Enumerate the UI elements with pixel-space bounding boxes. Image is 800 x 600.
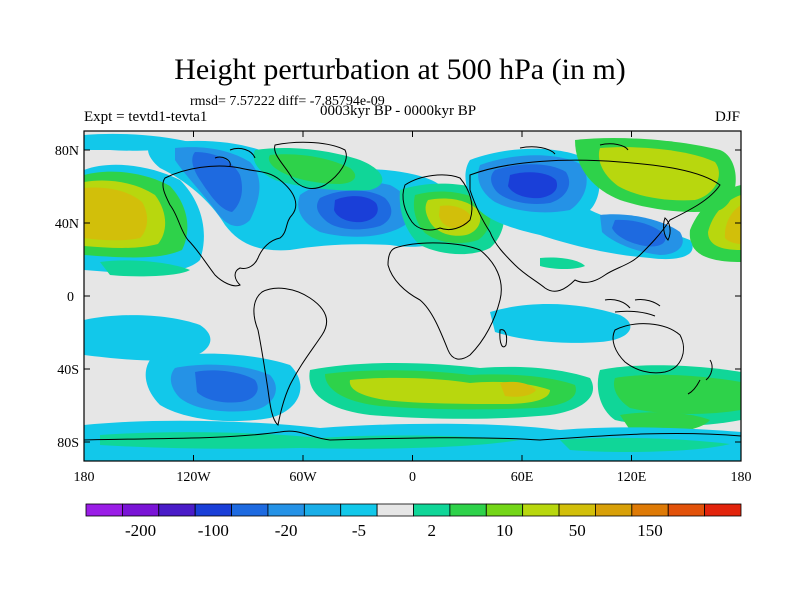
- x-tick-label: 60E: [511, 470, 534, 485]
- y-axis: [84, 149, 741, 443]
- colorbar-swatch: [631, 503, 669, 517]
- coastline-madagascar: [499, 329, 508, 348]
- coastline-africa: [387, 242, 502, 360]
- colorbar-swatch: [303, 503, 342, 517]
- coastline-south-america: [253, 287, 328, 426]
- y-tick-label: 80S: [57, 436, 79, 451]
- colorbar-swatch: [558, 503, 596, 517]
- colorbar-swatch: [85, 503, 123, 517]
- colorbar: [85, 503, 742, 517]
- contour-region: [598, 147, 719, 201]
- period-label: 0003kyr BP - 0000kyr BP: [320, 103, 477, 119]
- coastline-europe: [402, 174, 473, 231]
- x-tick-label: 0: [409, 470, 416, 485]
- contour-fill-layer: [84, 133, 741, 461]
- colorbar-label: 150: [637, 521, 663, 540]
- contour-region: [560, 437, 730, 452]
- x-axis: [83, 131, 742, 461]
- colorbar-label: -100: [198, 521, 229, 540]
- coastline-layer: [84, 141, 741, 441]
- page-title: Height perturbation at 500 hPa (in m): [174, 53, 626, 86]
- contour-region: [100, 260, 190, 277]
- contour-region: [195, 370, 258, 403]
- colorbar-label: -20: [275, 521, 298, 540]
- experiment-label: Expt = tevtd1-tevta1: [84, 109, 208, 125]
- contour-region: [349, 377, 550, 404]
- contour-region: [84, 315, 211, 361]
- season-label: DJF: [714, 109, 740, 125]
- contour-region: [490, 304, 631, 343]
- colorbar-swatch: [485, 503, 524, 517]
- x-tick-label: 180: [731, 470, 752, 485]
- contour-region: [334, 196, 378, 223]
- contour-region: [84, 187, 148, 241]
- contour-region: [268, 154, 356, 184]
- y-tick-label: 40S: [57, 363, 79, 378]
- contour-region: [612, 219, 666, 247]
- contour-region: [100, 432, 520, 449]
- contour-region: [540, 257, 585, 269]
- colorbar-label: -200: [125, 521, 156, 540]
- coastline-north-america: [162, 165, 297, 287]
- x-tick-label: 120W: [176, 470, 211, 485]
- coastline-australia: [612, 323, 684, 374]
- colorbar-swatch: [595, 503, 633, 517]
- contour-region: [724, 205, 741, 244]
- coastline-antarctica: [84, 430, 741, 441]
- y-tick-label: 40N: [55, 217, 79, 232]
- colorbar-label: 50: [569, 521, 586, 540]
- contour-region: [500, 381, 536, 397]
- colorbar-swatch: [413, 503, 451, 517]
- x-tick-label: 120E: [617, 470, 647, 485]
- colorbar-swatch: [121, 503, 160, 517]
- coastline-asia: [469, 159, 721, 292]
- colorbar-swatch: [194, 503, 232, 517]
- statistics-label: rmsd= 7.57222 diff= -7.85794e-09: [190, 94, 385, 109]
- colorbar-swatch: [522, 503, 560, 517]
- colorbar-swatch: [340, 503, 378, 517]
- colorbar-swatch: [231, 503, 269, 517]
- y-tick-label: 0: [67, 290, 74, 305]
- y-tick-label: 80N: [55, 144, 79, 159]
- colorbar-swatch: [376, 503, 414, 517]
- contour-region: [439, 205, 471, 228]
- coastline-indonesia: [604, 299, 661, 317]
- coastline-new-zealand: [687, 359, 713, 395]
- colorbar-label: 10: [496, 521, 513, 540]
- coastline-japan: [663, 217, 671, 241]
- colorbar-label: 2: [427, 521, 436, 540]
- coastline-greenland: [274, 141, 347, 189]
- contour-region: [84, 133, 190, 151]
- contour-region: [508, 172, 558, 199]
- colorbar-labels: -200 -100 -20 -5 2 10 50 150: [125, 521, 663, 540]
- colorbar-label: -5: [352, 521, 366, 540]
- coastline-arctic-islands: [214, 143, 629, 167]
- colorbar-swatch: [667, 503, 706, 517]
- x-tick-label: 180: [74, 470, 95, 485]
- colorbar-swatch: [158, 503, 196, 517]
- colorbar-swatch: [449, 503, 487, 517]
- colorbar-swatch: [704, 503, 742, 517]
- x-tick-label: 60W: [289, 470, 317, 485]
- contour-region: [613, 374, 741, 414]
- colorbar-swatch: [267, 503, 305, 517]
